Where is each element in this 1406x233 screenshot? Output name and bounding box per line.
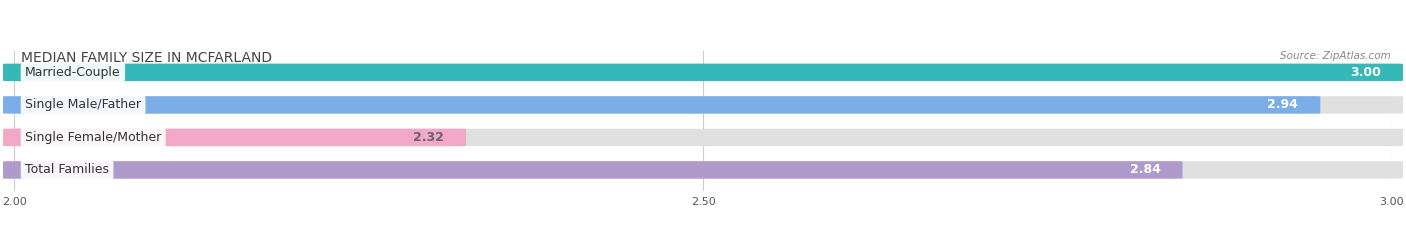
FancyBboxPatch shape [3, 64, 1403, 81]
Text: Source: ZipAtlas.com: Source: ZipAtlas.com [1279, 51, 1391, 61]
FancyBboxPatch shape [3, 161, 1182, 179]
Text: 2.84: 2.84 [1129, 163, 1160, 176]
FancyBboxPatch shape [3, 96, 1320, 114]
Text: Married-Couple: Married-Couple [25, 66, 121, 79]
Text: 2.94: 2.94 [1267, 98, 1298, 111]
Text: MEDIAN FAMILY SIZE IN MCFARLAND: MEDIAN FAMILY SIZE IN MCFARLAND [21, 51, 273, 65]
FancyBboxPatch shape [3, 129, 465, 146]
FancyBboxPatch shape [3, 96, 1403, 114]
FancyBboxPatch shape [3, 64, 1403, 81]
Text: Total Families: Total Families [25, 163, 110, 176]
Text: Single Male/Father: Single Male/Father [25, 98, 141, 111]
Text: 2.32: 2.32 [413, 131, 444, 144]
Text: Single Female/Mother: Single Female/Mother [25, 131, 162, 144]
Text: 3.00: 3.00 [1350, 66, 1381, 79]
FancyBboxPatch shape [3, 129, 1403, 146]
FancyBboxPatch shape [3, 161, 1403, 179]
